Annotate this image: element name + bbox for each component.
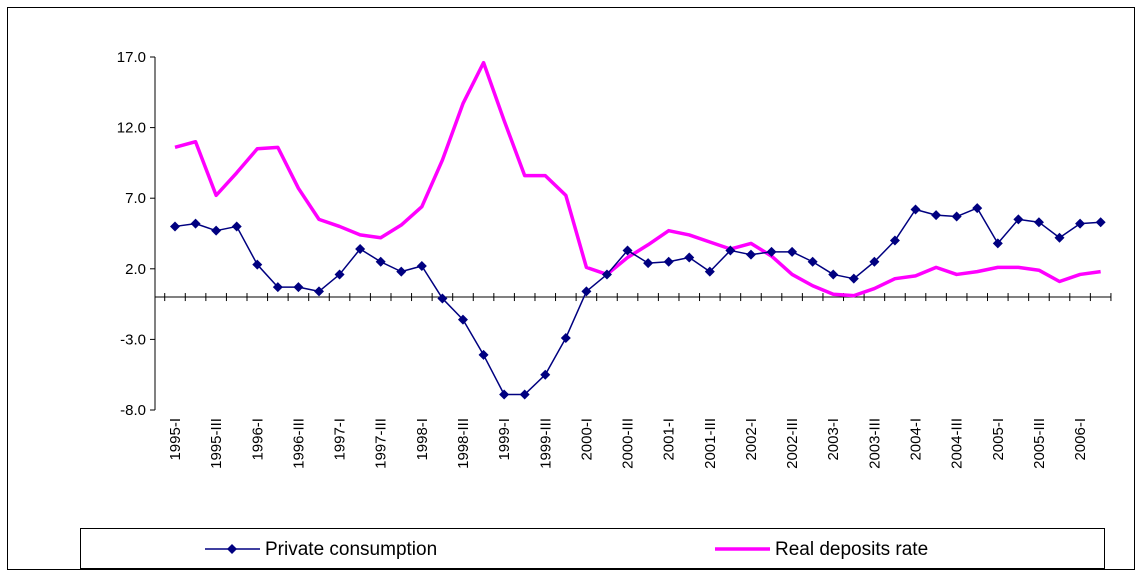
data-point (910, 204, 921, 215)
series-line (174, 60, 1101, 298)
x-tick-label: 2005-III (1031, 418, 1048, 469)
data-point (313, 286, 324, 297)
x-tick-label: 1996-III (290, 418, 307, 469)
data-point (231, 221, 242, 232)
data-point (375, 256, 386, 267)
x-tick-label: 2004-III (949, 418, 966, 469)
data-point (355, 244, 366, 255)
data-point (663, 256, 674, 267)
x-tick-label: 2000-III (620, 418, 637, 469)
data-point (787, 246, 798, 257)
x-tick-label: 1996-I (249, 418, 266, 461)
data-point (601, 269, 612, 280)
legend-marker (227, 544, 237, 554)
x-tick-label: 2005-I (990, 418, 1007, 461)
data-point (704, 266, 715, 277)
data-point (190, 218, 201, 229)
data-point (1095, 217, 1106, 228)
data-point (745, 249, 756, 260)
chart-border (7, 7, 1135, 570)
data-point (581, 286, 592, 297)
data-point (622, 245, 633, 256)
data-point (951, 211, 962, 222)
data-point (828, 269, 839, 280)
data-point (478, 349, 489, 360)
x-tick-label: 2002-III (784, 418, 801, 469)
data-point (766, 246, 777, 257)
x-tick-label: 1998-III (455, 418, 472, 469)
data-point (170, 221, 180, 232)
y-tick-label: -8.0 (120, 402, 146, 419)
data-point (643, 258, 654, 269)
x-tick-label: 2000-I (578, 418, 595, 461)
x-tick-label: 1999-I (496, 418, 513, 461)
x-tick-label: 2004-I (908, 418, 925, 461)
data-point (211, 225, 222, 236)
legend-label: Private consumption (265, 539, 437, 560)
data-point (992, 238, 1003, 249)
data-point (272, 282, 283, 293)
data-point (334, 269, 345, 280)
data-point (807, 256, 818, 267)
x-tick-label: 1998-I (414, 418, 431, 461)
data-point (1054, 232, 1065, 243)
y-tick-label: 12.0 (117, 120, 146, 137)
x-tick-label: 2003-I (825, 418, 842, 461)
x-tick-label: 1997-III (373, 418, 390, 469)
data-point (437, 293, 448, 304)
data-point (1033, 217, 1044, 228)
y-tick-label: 2.0 (125, 261, 146, 278)
x-tick-label: 1995-III (208, 418, 225, 469)
data-point (499, 389, 510, 400)
x-tick-label: 2001-I (661, 418, 678, 461)
y-tick-label: 7.0 (125, 190, 146, 207)
data-point (725, 245, 736, 256)
data-point (416, 260, 427, 271)
x-tick-label: 2002-I (743, 418, 760, 461)
data-point (457, 314, 468, 325)
x-tick-label: 1997-I (332, 418, 349, 461)
legend-label: Real deposits rate (775, 539, 928, 560)
x-tick-label: 2006-I (1072, 418, 1089, 461)
data-point (931, 210, 942, 221)
x-tick-label: 1999-III (537, 418, 554, 469)
data-point (684, 252, 695, 263)
data-point (540, 369, 551, 380)
x-tick-label: 2001-III (702, 418, 719, 469)
data-point (252, 259, 263, 270)
data-point (848, 273, 859, 284)
data-point (396, 266, 407, 277)
x-tick-label: 1995-I (167, 418, 184, 461)
y-tick-label: 17.0 (117, 49, 146, 66)
series-line (174, 207, 1101, 396)
data-point (560, 332, 571, 343)
data-point (293, 282, 304, 293)
y-tick-label: -3.0 (120, 331, 146, 348)
data-point (519, 389, 530, 400)
data-point (972, 203, 983, 214)
data-point (1075, 218, 1086, 229)
data-point (889, 235, 900, 246)
x-tick-label: 2003-III (866, 418, 883, 469)
data-point (1013, 214, 1024, 225)
data-point (869, 256, 880, 267)
